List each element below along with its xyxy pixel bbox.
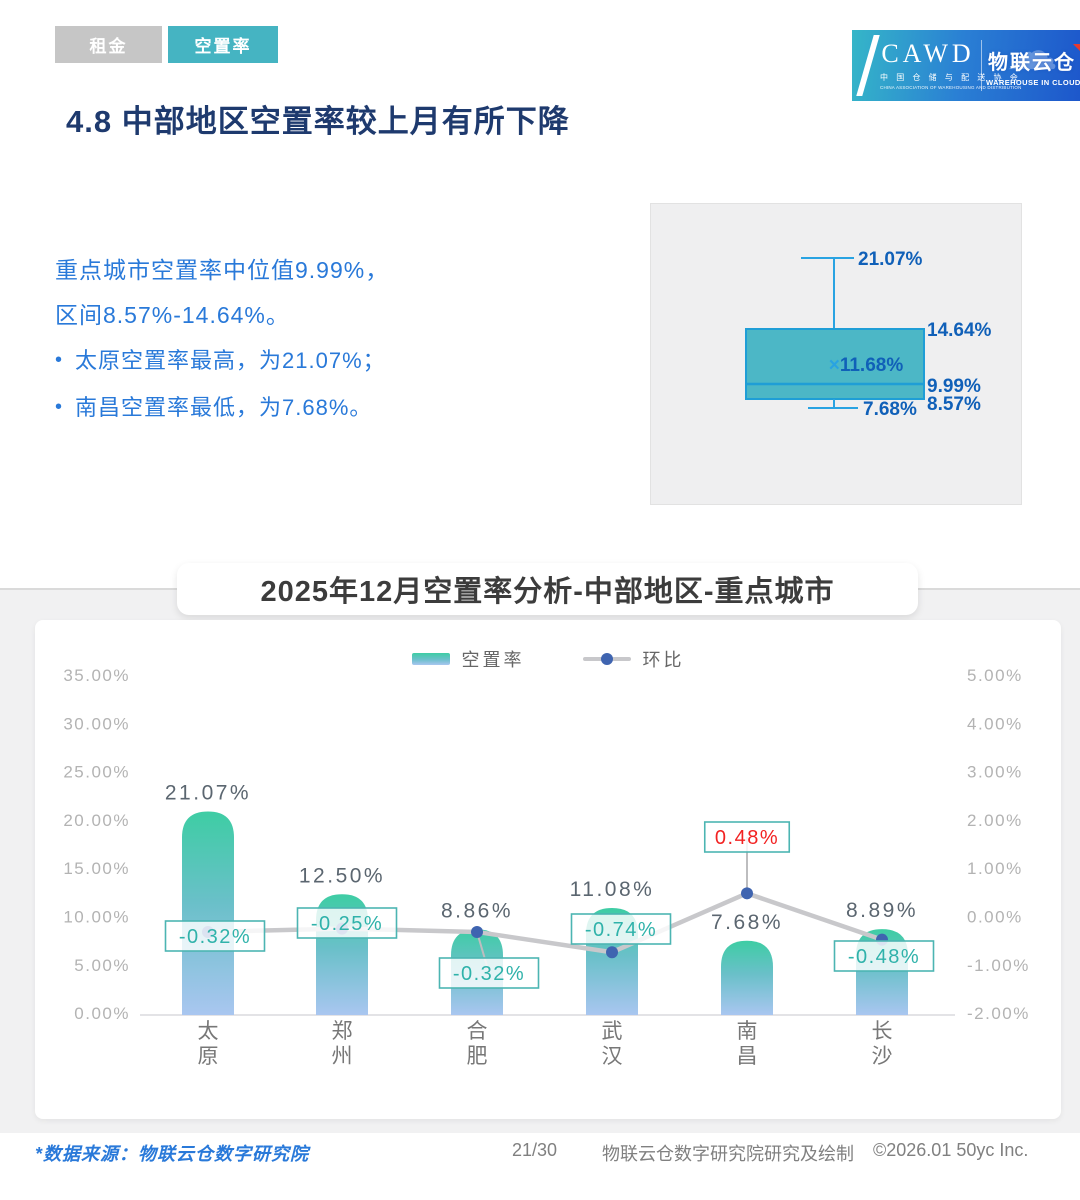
brand-name-cn: 物联云仓 bbox=[988, 52, 1076, 74]
boxplot-q1-label: 8.57% bbox=[927, 394, 981, 415]
mom-dot-合肥 bbox=[471, 925, 483, 938]
mom-line-icon bbox=[582, 653, 631, 665]
summary-line-2: 区间8.57%-14.64%。 bbox=[55, 302, 290, 328]
right-axis-tick: -1.00% bbox=[967, 956, 1030, 975]
tab-vacancy[interactable]: 空置率 bbox=[168, 26, 278, 63]
boxplot-chart: 21.07% 14.64% ×11.68% 9.99% 8.57% 7.68% bbox=[745, 249, 992, 420]
mom-label-太原: -0.32% bbox=[179, 926, 251, 948]
left-axis-tick: 10.00% bbox=[63, 908, 130, 927]
mom-dot-武汉 bbox=[606, 946, 618, 959]
left-axis-tick: 5.00% bbox=[74, 956, 130, 975]
legend-item-mom: 环比 bbox=[582, 646, 685, 672]
summary-bullet-1: 太原空置率最高，为21.07%； bbox=[55, 338, 389, 385]
summary-block: 重点城市空置率中位值9.99%， 区间8.57%-14.64%。 太原空置率最高… bbox=[55, 248, 389, 432]
mom-label-box bbox=[570, 913, 672, 945]
mom-label-box bbox=[833, 940, 935, 972]
right-axis-tick: 0.00% bbox=[967, 908, 1023, 927]
boxplot-mean-mark: × bbox=[829, 355, 840, 376]
x-axis-label-武汉: 武汉 bbox=[602, 1020, 623, 1068]
right-axis-tick: 5.00% bbox=[967, 666, 1023, 685]
left-axis-tick: 20.00% bbox=[63, 811, 130, 830]
boxplot-median-label: 9.99% bbox=[927, 376, 981, 397]
chart-card: 35.00% 30.00% 25.00% 20.00% 15.00% 10.00% 5.00… bbox=[35, 620, 1061, 1119]
x-axis-label-南昌: 南昌 bbox=[737, 1020, 758, 1068]
mom-label-武汉: -0.74% bbox=[585, 919, 657, 941]
data-source-note: *数据来源：物联云仓数字研究院 bbox=[35, 1144, 310, 1164]
right-axis-tick: -2.00% bbox=[967, 1004, 1030, 1023]
page-number: 21/30 bbox=[512, 1140, 558, 1160]
logo-slash-decoration bbox=[856, 35, 880, 96]
warehouse-in-cloud-logo: ☁ 物联云仓 WAREHOUSE IN CLOUD bbox=[986, 26, 1080, 87]
boxplot-mean-value: 11.68% bbox=[840, 355, 903, 376]
summary-line-1: 重点城市空置率中位值9.99%， bbox=[55, 257, 390, 283]
page-title: 4.8 中部地区空置率较上月有所下降 bbox=[66, 104, 570, 139]
mom-label-box bbox=[164, 920, 266, 952]
boxplot-panel: 21.07% 14.64% ×11.68% 9.99% 8.57% 7.68% bbox=[650, 203, 1022, 505]
boxplot-mean-label: ×11.68% bbox=[829, 355, 904, 376]
vacancy-swatch-icon bbox=[411, 653, 450, 665]
footer-copyright: ©2026.01 50yc Inc. bbox=[873, 1140, 1029, 1160]
mom-label-长沙: -0.48% bbox=[848, 946, 920, 968]
mom-label-南昌: 0.48% bbox=[715, 827, 779, 849]
boxplot-max-label: 21.07% bbox=[858, 249, 923, 270]
left-axis-tick: 0.00% bbox=[74, 1004, 130, 1023]
left-axis-tick: 25.00% bbox=[63, 763, 130, 782]
bar-value-label: 21.07% bbox=[165, 781, 251, 804]
x-axis-label-合肥: 合肥 bbox=[467, 1020, 488, 1068]
left-axis-tick: 15.00% bbox=[63, 859, 130, 878]
brand-word-in: IN bbox=[1041, 78, 1050, 87]
vacancy-bar-太原 bbox=[182, 811, 234, 1015]
chart-legend: 空置率 环比 bbox=[35, 646, 1061, 672]
brand-word-cloud: CLOUD bbox=[1052, 78, 1080, 87]
mom-label-合肥: -0.32% bbox=[453, 963, 525, 985]
legend-label-vacancy: 空置率 bbox=[461, 650, 525, 670]
right-axis-tick: 3.00% bbox=[967, 763, 1023, 782]
x-axis-label-太原: 太原 bbox=[198, 1020, 219, 1068]
vacancy-bar-南昌 bbox=[721, 940, 773, 1015]
chart-title: 2025年12月空置率分析-中部地区-重点城市 bbox=[177, 563, 918, 615]
boxplot-box bbox=[745, 328, 925, 400]
bar-value-label: 8.89% bbox=[846, 899, 918, 922]
mom-dot-icon bbox=[600, 653, 613, 665]
mom-label-郑州: -0.25% bbox=[311, 913, 383, 935]
bar-value-label: 7.68% bbox=[711, 911, 783, 934]
right-axis-tick: 1.00% bbox=[967, 859, 1023, 878]
mom-label-box bbox=[703, 821, 791, 853]
bar-value-label: 8.86% bbox=[441, 899, 513, 922]
x-axis-label-郑州: 郑州 bbox=[332, 1020, 353, 1068]
boxplot-min-label: 7.68% bbox=[863, 399, 917, 420]
boxplot-q3-label: 14.64% bbox=[927, 320, 992, 341]
mom-dot-南昌 bbox=[741, 887, 753, 900]
left-axis-tick: 35.00% bbox=[63, 666, 130, 685]
bar-value-label: 12.50% bbox=[299, 864, 385, 887]
brand-name-en: WAREHOUSE IN CLOUD bbox=[986, 78, 1080, 87]
mom-label-box bbox=[296, 907, 398, 939]
right-axis-tick: 2.00% bbox=[967, 811, 1023, 830]
cawd-wordmark: CAWD bbox=[881, 39, 975, 68]
legend-item-vacancy: 空置率 bbox=[411, 646, 525, 672]
brand-word-warehouse: WAREHOUSE bbox=[986, 78, 1039, 87]
summary-bullet-2: 南昌空置率最低，为7.68%。 bbox=[55, 385, 389, 432]
bar-value-label: 11.08% bbox=[570, 878, 655, 901]
right-axis-tick: 4.00% bbox=[967, 714, 1023, 733]
left-axis-tick: 30.00% bbox=[63, 714, 130, 733]
cawd-subtitle-cn: 中 国 仓 储 与 配 送 协 会 bbox=[880, 73, 1021, 82]
mom-label-box bbox=[438, 957, 540, 989]
brand-logo: CAWD 中 国 仓 储 与 配 送 协 会 CHINA ASSOCIATION… bbox=[852, 26, 1080, 101]
main-chart: 35.00% 30.00% 25.00% 20.00% 15.00% 10.00% 5.00… bbox=[63, 666, 1030, 1068]
legend-label-mom: 环比 bbox=[642, 650, 685, 670]
logo-divider bbox=[981, 40, 982, 91]
tab-rent[interactable]: 租金 bbox=[55, 26, 162, 63]
x-axis-label-长沙: 长沙 bbox=[872, 1020, 893, 1068]
footer-credit: 物联云仓数字研究院研究及绘制 bbox=[602, 1144, 854, 1164]
cawd-subtitle-en: CHINA ASSOCIATION OF WAREHOUSING AND DIS… bbox=[880, 85, 1022, 90]
cawd-logo: CAWD 中 国 仓 储 与 配 送 协 会 CHINA ASSOCIATION… bbox=[880, 39, 1022, 90]
brand-red-mark bbox=[1073, 44, 1080, 51]
